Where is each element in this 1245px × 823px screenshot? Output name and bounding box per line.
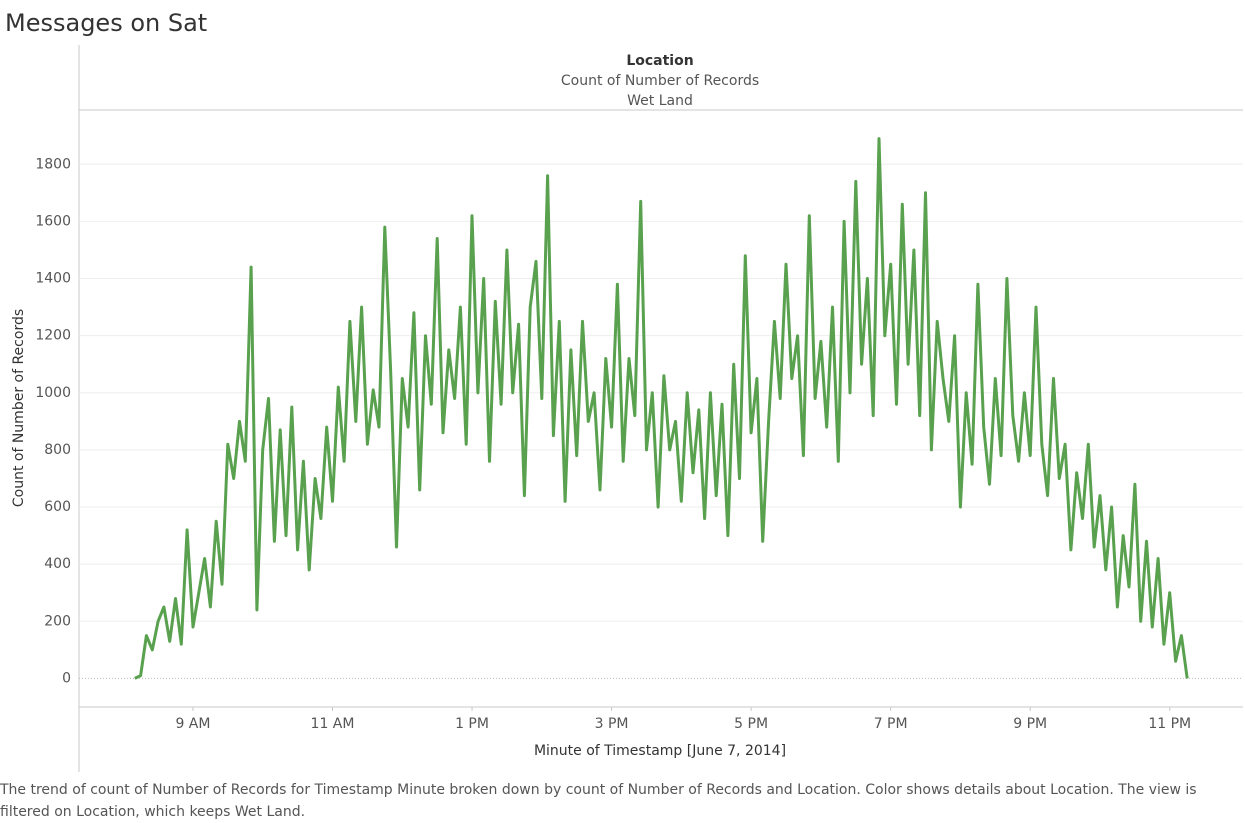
y-tick-label: 800 <box>44 442 71 458</box>
x-tick-label: 1 PM <box>455 716 489 732</box>
y-tick-label: 0 <box>62 670 71 686</box>
y-tick-label: 1800 <box>35 156 71 172</box>
y-tick-label: 1400 <box>35 271 71 287</box>
x-tick-label: 3 PM <box>595 716 629 732</box>
x-tick-label: 9 AM <box>175 716 210 732</box>
y-tick-label: 1000 <box>35 385 71 401</box>
y-tick-label: 200 <box>44 613 71 629</box>
caption: The trend of count of Number of Records … <box>0 782 1197 820</box>
x-tick-label: 5 PM <box>734 716 768 732</box>
page-title: Messages on Sat <box>5 9 207 37</box>
y-axis-title: Count of Number of Records <box>11 309 27 507</box>
series-line <box>134 137 1189 680</box>
y-tick-label: 600 <box>44 499 71 515</box>
chart: Messages on Sat Location Count of Number… <box>5 9 1243 772</box>
x-tick-label: 7 PM <box>874 716 908 732</box>
y-tick-label: 1200 <box>35 328 71 344</box>
x-tick-label: 11 PM <box>1148 716 1191 732</box>
y-tick-label: 400 <box>44 556 71 572</box>
header-subtitle: Count of Number of Records <box>561 73 759 89</box>
x-axis-title: Minute of Timestamp [June 7, 2014] <box>534 743 786 759</box>
header-facet: Wet Land <box>627 93 693 109</box>
header-title: Location <box>626 53 693 69</box>
x-tick-label: 11 AM <box>311 716 355 732</box>
y-tick-label: 1600 <box>35 213 71 229</box>
x-tick-label: 9 PM <box>1013 716 1047 732</box>
